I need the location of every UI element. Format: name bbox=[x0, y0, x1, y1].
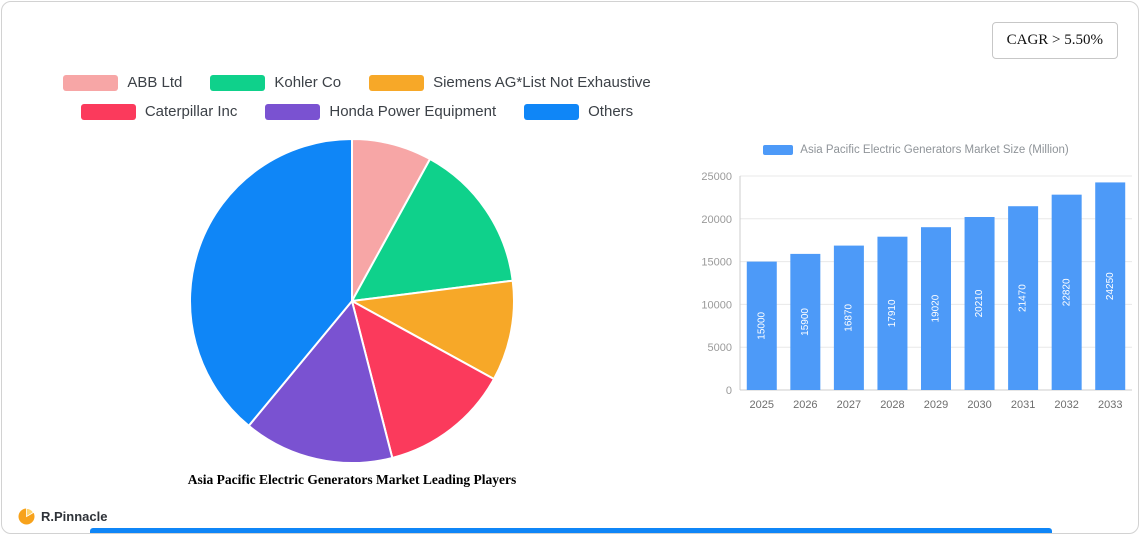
pie-slice-caterpillar-inc[interactable] bbox=[351, 300, 495, 459]
legend-swatch-icon bbox=[369, 74, 425, 91]
bar-2025[interactable] bbox=[746, 261, 777, 390]
legend-item-caterpillar-inc[interactable]: Caterpillar Inc bbox=[80, 103, 238, 120]
bar-2026[interactable] bbox=[790, 253, 821, 390]
bar-2030[interactable] bbox=[964, 217, 995, 390]
bar-value-label: 17910 bbox=[887, 299, 898, 327]
x-tick-label: 2032 bbox=[1054, 399, 1078, 411]
y-tick-label: 15000 bbox=[701, 257, 732, 269]
legend-item-label: Caterpillar Inc bbox=[144, 103, 238, 120]
bar-chart: Asia Pacific Electric Generators Market … bbox=[690, 144, 1138, 433]
x-tick-label: 2027 bbox=[837, 399, 861, 411]
pie-title: Asia Pacific Electric Generators Market … bbox=[187, 472, 517, 487]
pie-legend: ABB Ltd Kohler Co Siemens AG*List Not Exha… bbox=[32, 74, 682, 132]
x-tick-label: 2026 bbox=[793, 399, 817, 411]
y-tick-label: 5000 bbox=[708, 342, 732, 354]
brand-name: R.Pinnacle bbox=[41, 509, 108, 524]
x-tick-label: 2029 bbox=[924, 399, 948, 411]
legend-row: Caterpillar Inc Honda Power Equipment Othe… bbox=[32, 103, 682, 120]
x-tick-label: 2025 bbox=[750, 399, 774, 411]
x-tick-label: 2031 bbox=[1011, 399, 1035, 411]
pie-slice-honda-power-equipment[interactable] bbox=[247, 300, 394, 464]
legend-swatch-icon bbox=[265, 103, 321, 120]
bar-value-label: 22820 bbox=[1061, 278, 1072, 306]
legend-item-label: Others bbox=[588, 103, 634, 120]
bar-legend[interactable]: Asia Pacific Electric Generators Market … bbox=[690, 144, 1138, 156]
legend-item-siemens-ag-list-not-exhaustive[interactable]: Siemens AG*List Not Exhaustive bbox=[369, 74, 651, 91]
legend-item-abb-ltd[interactable]: ABB Ltd bbox=[63, 74, 182, 91]
y-tick-label: 0 bbox=[726, 385, 732, 397]
bar-2032[interactable] bbox=[1051, 194, 1082, 390]
x-tick-label: 2033 bbox=[1098, 399, 1122, 411]
bar-2031[interactable] bbox=[1008, 206, 1039, 390]
bottom-scrollbar[interactable] bbox=[90, 528, 1052, 533]
y-tick-label: 20000 bbox=[701, 214, 732, 226]
x-tick-label: 2028 bbox=[880, 399, 904, 411]
pie-chart: Asia Pacific Electric Generators Market … bbox=[152, 136, 552, 488]
bar-2029[interactable] bbox=[921, 227, 951, 390]
bar-2027[interactable] bbox=[833, 245, 864, 390]
legend-item-label: Kohler Co bbox=[274, 74, 342, 91]
bar-legend-label: Asia Pacific Electric Generators Market … bbox=[800, 144, 1069, 156]
bar-value-label: 21470 bbox=[1018, 284, 1029, 312]
legend-item-kohler-co[interactable]: Kohler Co bbox=[210, 74, 341, 91]
bar-2028[interactable] bbox=[877, 236, 908, 390]
bar-legend-swatch-icon bbox=[763, 145, 794, 155]
y-tick-label: 10000 bbox=[701, 299, 732, 311]
bar-svg: 0 5000 10000 15000 20000 25000 15000 2025 15900 2… bbox=[701, 171, 1132, 411]
legend-row: ABB Ltd Kohler Co Siemens AG*List Not Exha… bbox=[32, 74, 682, 91]
legend-swatch-icon bbox=[210, 74, 266, 91]
bar-value-label: 20210 bbox=[974, 289, 985, 317]
y-tick-label: 25000 bbox=[701, 171, 732, 183]
brand-pie-logo-icon bbox=[18, 508, 35, 525]
bar-value-label: 15900 bbox=[800, 308, 811, 336]
pie-slice-kohler-co[interactable] bbox=[351, 158, 514, 302]
legend-swatch-icon bbox=[524, 103, 580, 120]
brand-footer: R.Pinnacle bbox=[18, 508, 107, 525]
pie-slice-others[interactable] bbox=[189, 138, 353, 427]
cagr-badge: CAGR > 5.50% bbox=[991, 22, 1118, 59]
bar-value-label: 24250 bbox=[1105, 272, 1116, 300]
legend-item-label: Honda Power Equipment bbox=[329, 103, 497, 120]
legend-item-label: Siemens AG*List Not Exhaustive bbox=[433, 74, 651, 91]
pie-slice-siemens-ag-list-not-exhaustive[interactable] bbox=[351, 279, 515, 381]
legend-swatch-icon bbox=[80, 103, 136, 120]
bar-value-label: 16870 bbox=[844, 303, 855, 331]
cagr-text: CAGR > 5.50% bbox=[1006, 32, 1103, 48]
legend-item-others[interactable]: Others bbox=[524, 103, 633, 120]
bar-value-label: 15000 bbox=[756, 311, 767, 339]
bar-2033[interactable] bbox=[1095, 182, 1126, 390]
pie-svg bbox=[189, 138, 515, 464]
legend-item-label: ABB Ltd bbox=[127, 74, 183, 91]
x-tick-label: 2030 bbox=[967, 399, 991, 411]
bar-value-label: 19020 bbox=[931, 294, 942, 322]
legend-swatch-icon bbox=[63, 74, 119, 91]
legend-item-honda-power-equipment[interactable]: Honda Power Equipment bbox=[265, 103, 496, 120]
